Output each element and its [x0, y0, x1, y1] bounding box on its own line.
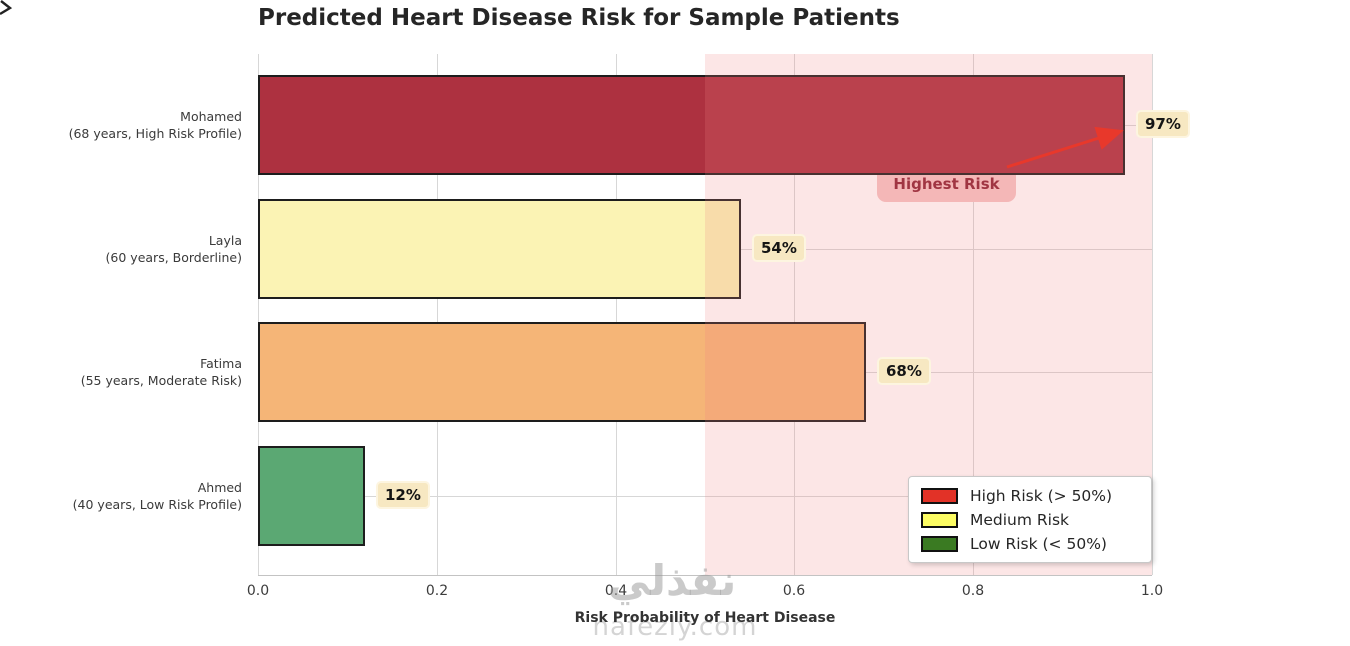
x-tick-0.0: 0.0	[246, 583, 270, 599]
legend-label: High Risk (> 50%)	[970, 486, 1113, 505]
x-tick-0.4: 0.4	[604, 583, 628, 599]
patient-detail: (55 years, Moderate Risk)	[80, 373, 242, 388]
gridline-vertical	[1152, 54, 1153, 575]
legend-swatch	[921, 535, 958, 552]
legend-item: High Risk (> 50%)	[921, 487, 1139, 505]
value-label-mohamed: 97%	[1136, 110, 1190, 138]
gridline-horizontal	[258, 496, 1152, 497]
x-tick-0.2: 0.2	[425, 583, 449, 599]
x-tick-1.0: 1.0	[1140, 583, 1164, 599]
patient-name: Mohamed	[180, 109, 242, 124]
y-axis-label-fatima: Fatima (55 years, Moderate Risk)	[0, 355, 242, 389]
patient-name: Fatima	[200, 356, 242, 371]
patient-detail: (60 years, Borderline)	[105, 250, 242, 265]
legend-item: Medium Risk	[921, 511, 1139, 529]
legend-label: Medium Risk	[970, 510, 1070, 529]
gridline-vertical	[437, 54, 438, 575]
bar-layla	[258, 199, 741, 299]
gridline-vertical	[258, 54, 259, 575]
legend-swatch	[921, 487, 958, 504]
bar-fatima	[258, 322, 866, 422]
x-axis-spine	[258, 575, 1152, 576]
x-tick-0.8: 0.8	[961, 583, 985, 599]
x-axis-label: Risk Probability of Heart Disease	[574, 610, 836, 626]
y-axis-label-mohamed: Mohamed (68 years, High Risk Profile)	[0, 108, 242, 142]
legend-label: Low Risk (< 50%)	[970, 534, 1107, 553]
x-tick-0.6: 0.6	[782, 583, 806, 599]
gridline-vertical	[794, 54, 795, 575]
chart-title: Predicted Heart Disease Risk for Sample …	[258, 5, 900, 31]
legend-item: Low Risk (< 50%)	[921, 535, 1139, 553]
watermark-site-text: nafezly.com	[592, 612, 758, 642]
value-label-ahmed: 12%	[376, 481, 430, 509]
legend: High Risk (> 50%) Medium Risk Low Risk (< …	[908, 476, 1152, 563]
value-label-layla: 54%	[752, 234, 806, 262]
bar-mohamed	[258, 75, 1125, 175]
gridline-vertical	[973, 54, 974, 575]
patient-detail: (40 years, Low Risk Profile)	[72, 497, 242, 512]
y-axis-label-layla: Layla (60 years, Borderline)	[0, 232, 242, 266]
patient-name: Layla	[208, 233, 242, 248]
bar-ahmed	[258, 446, 365, 546]
patient-name: Ahmed	[197, 480, 242, 495]
cursor-artifact	[0, 0, 13, 16]
legend-swatch	[921, 511, 958, 528]
value-label-fatima: 68%	[877, 357, 931, 385]
gridline-vertical	[616, 54, 617, 575]
watermark-arabic-text: نفذلي	[607, 556, 737, 605]
y-axis-label-ahmed: Ahmed (40 years, Low Risk Profile)	[0, 479, 242, 513]
patient-detail: (68 years, High Risk Profile)	[68, 126, 242, 141]
